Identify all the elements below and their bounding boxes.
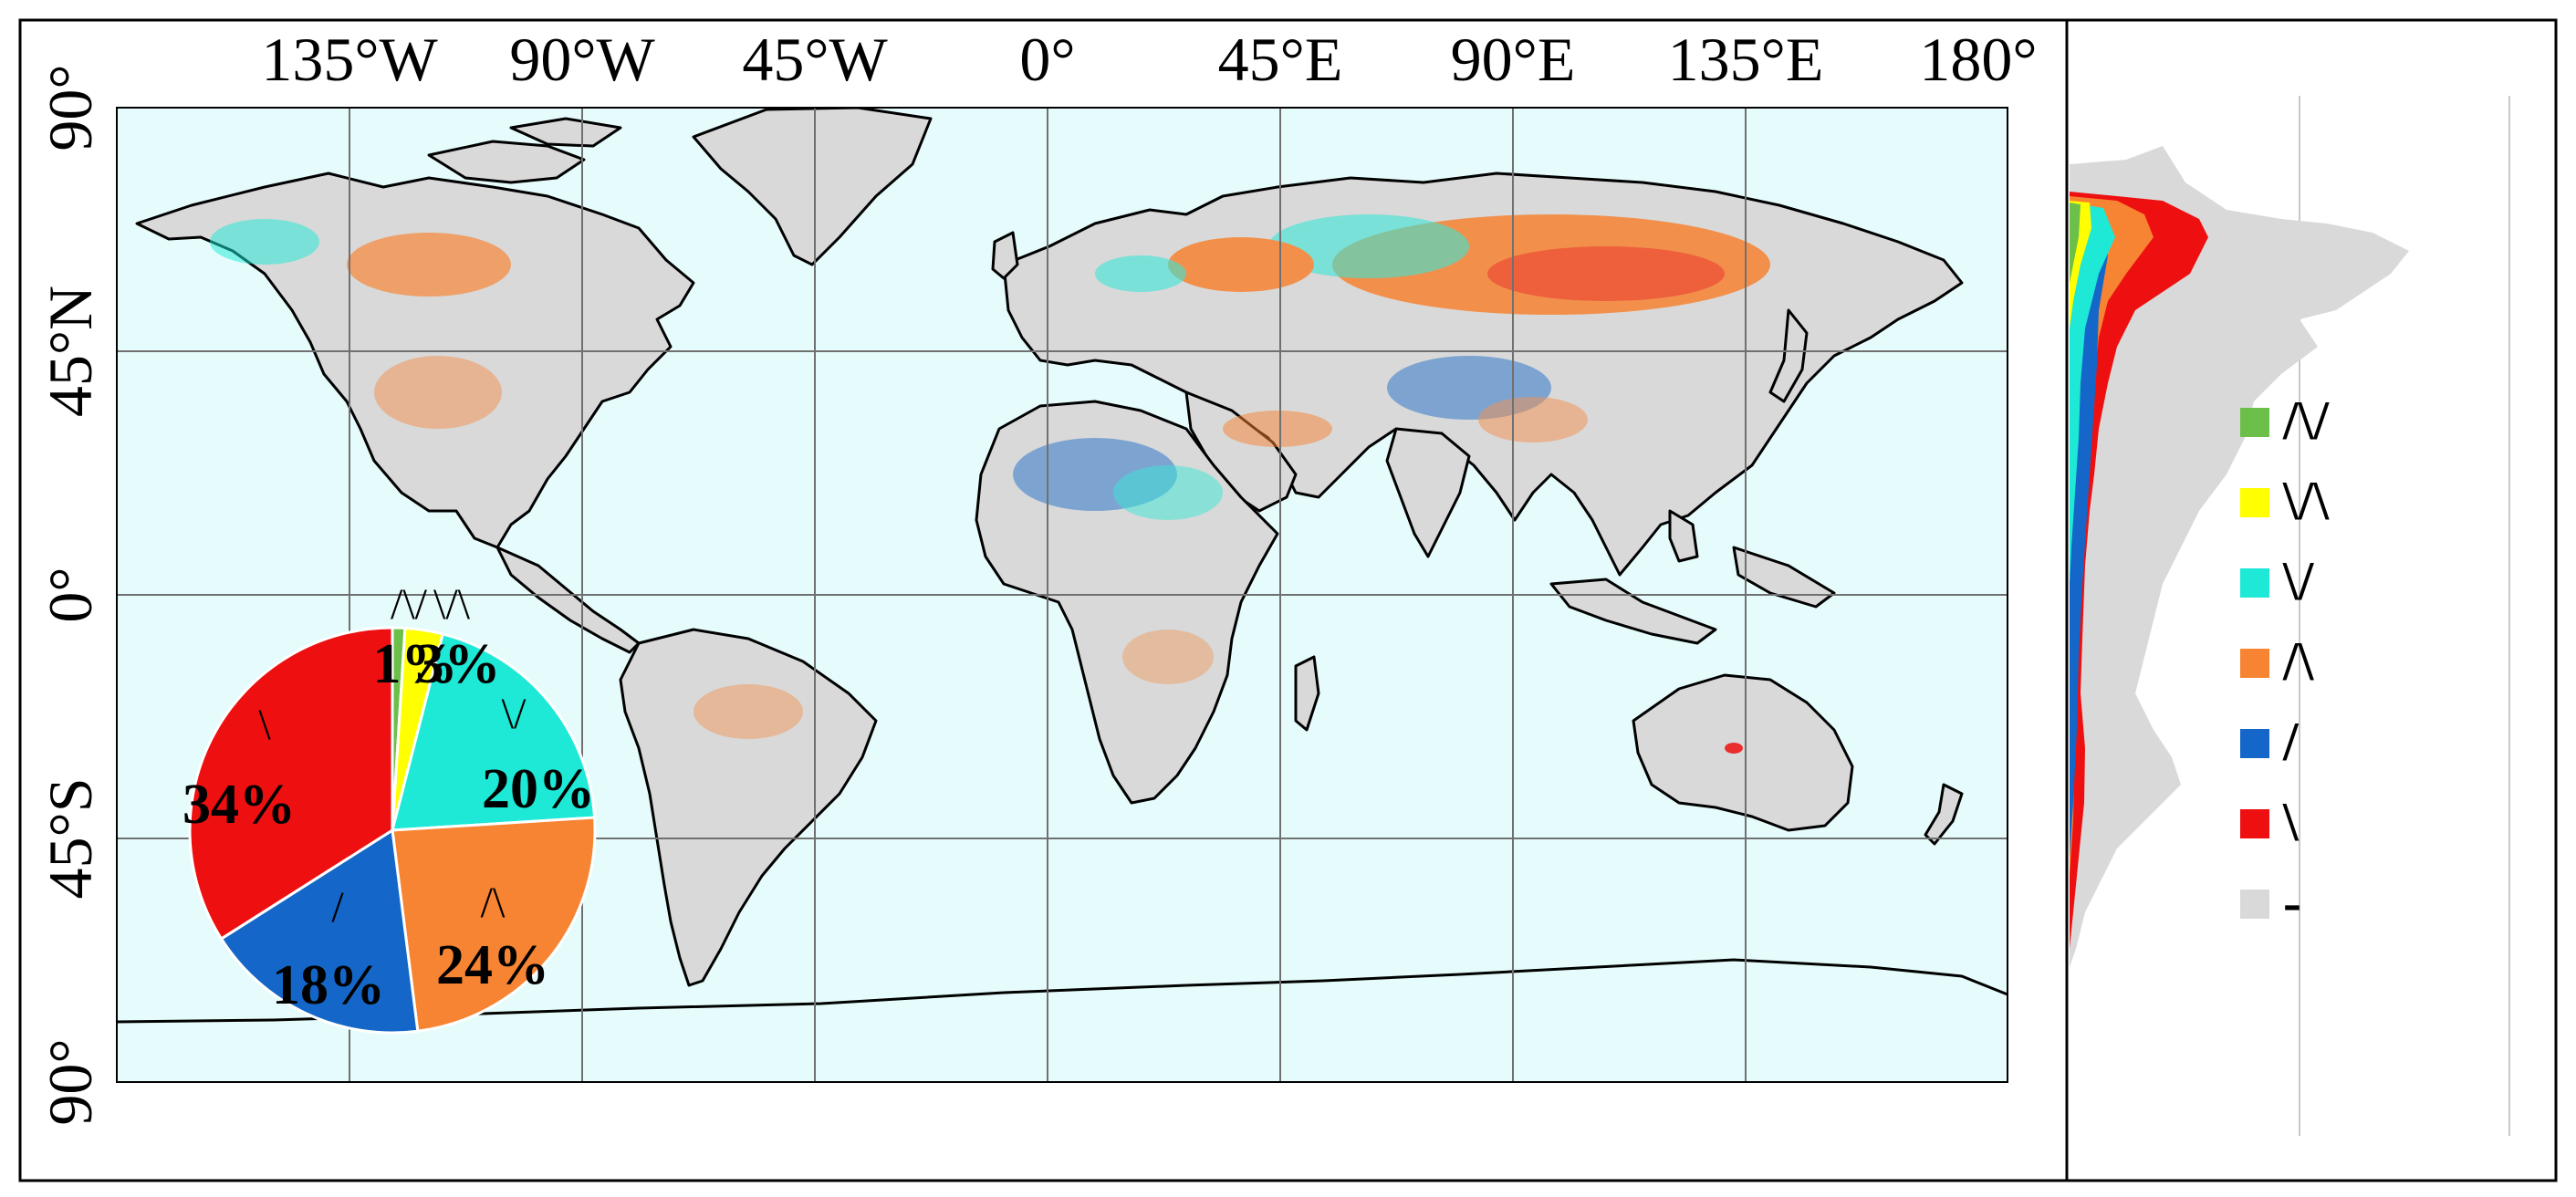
pie-slice	[219, 827, 420, 1035]
pie-slice-percent: 34%	[183, 774, 296, 836]
pie-chart: /\/ 1% \/\ 3%\/ 20% /\ 24% / 18% \ 34%	[183, 580, 597, 1035]
profile-area-none	[2070, 146, 2409, 967]
legend-label: \/\	[2282, 471, 2330, 531]
pie-slice-symbol: \/	[502, 690, 527, 738]
landmass-madagascar	[1294, 655, 1320, 732]
legend-swatch	[2240, 890, 2269, 919]
landmass-australia	[1632, 673, 1854, 832]
legend-label: \/	[2282, 551, 2315, 611]
landmass-japan	[1768, 308, 1809, 403]
landmass-india	[1385, 427, 1471, 558]
pie-slice	[188, 626, 394, 942]
pattern-speckles	[210, 214, 1770, 754]
legend-label: \	[2282, 792, 2300, 852]
lon-tick-label: 135°E	[1668, 25, 1824, 94]
pie-slice	[391, 816, 597, 1033]
landmass-north-america	[135, 172, 695, 549]
lon-tick-label: 45°E	[1218, 25, 1343, 94]
pie-slice-percent: 3%	[416, 633, 501, 695]
legend-swatch	[2240, 568, 2269, 598]
pie-slice-symbol: /\	[481, 879, 506, 927]
legend-swatch	[2240, 408, 2269, 437]
lat-tick-label: 0°	[36, 567, 105, 622]
legend-label: /	[2282, 712, 2300, 772]
pie-slice-percent: 18%	[272, 954, 385, 1016]
lat-tick-labels: 90° 45°N 0° 45°S 90°	[36, 64, 105, 1125]
legend-item: -	[2240, 872, 2301, 932]
profile-area-v	[2070, 203, 2115, 584]
lat-tick-label: 45°N	[36, 286, 105, 417]
legend-item: /\	[2240, 631, 2315, 692]
legend-item: \/	[2240, 551, 2315, 611]
lon-tick-label: 0°	[1019, 25, 1075, 94]
pie-slice-symbol: \	[258, 701, 271, 749]
legend-item: /\/	[2240, 390, 2330, 451]
graticule	[117, 108, 2008, 1082]
pie-slice-percent: 24%	[436, 934, 549, 996]
legend: /\/ \/\ \/ /\ / \ -	[2240, 390, 2330, 932]
pie-slice-percent: 20%	[482, 758, 595, 820]
pie-slice-symbol: /\/	[391, 580, 428, 629]
lat-tick-label: 90°	[36, 64, 105, 151]
legend-item: \	[2240, 792, 2300, 852]
lon-tick-label: 180°	[1919, 25, 2037, 94]
antarctica-coastline	[117, 958, 2008, 1024]
legend-swatch	[2240, 809, 2269, 838]
legend-label: /\	[2282, 631, 2315, 692]
landmass-greenland	[692, 108, 933, 266]
landmass-africa	[975, 400, 1279, 805]
pie-slice-symbol: \/\	[433, 580, 471, 629]
lon-tick-label: 135°W	[261, 25, 438, 94]
profile-area-inverted-v-v	[2070, 203, 2081, 283]
legend-item: /	[2240, 712, 2300, 772]
world-map	[117, 108, 2008, 1082]
landmass-arctic-islands	[427, 140, 586, 184]
legend-swatch	[2240, 488, 2269, 517]
pie-slice-symbol: /	[331, 883, 344, 932]
lon-tick-label: 90°W	[509, 25, 655, 94]
lon-tick-label: 45°W	[742, 25, 888, 94]
landmass-south-america	[619, 628, 878, 987]
pie-slice	[391, 632, 597, 832]
legend-item: \/\	[2240, 471, 2330, 531]
legend-label: /\/	[2282, 390, 2330, 451]
landmass-central-america	[495, 546, 641, 654]
pie-slice-percent: 1%	[373, 633, 458, 695]
lon-tick-label: 90°E	[1451, 25, 1576, 94]
legend-label: -	[2283, 872, 2301, 932]
landmass-new-zealand	[1924, 783, 1964, 846]
latitude-profile	[2070, 96, 2510, 1136]
lon-tick-labels: 135°W 90°W 45°W 0° 45°E 90°E 135°E 180°	[261, 25, 2037, 94]
lat-tick-label: 90°	[36, 1038, 105, 1125]
map-axes-box	[116, 107, 2008, 1083]
legend-swatch	[2240, 729, 2269, 758]
lat-tick-label: 45°S	[36, 777, 105, 899]
profile-area-decrease	[2070, 192, 2208, 949]
legend-swatch	[2240, 649, 2269, 678]
landmass-uk	[991, 231, 1019, 280]
